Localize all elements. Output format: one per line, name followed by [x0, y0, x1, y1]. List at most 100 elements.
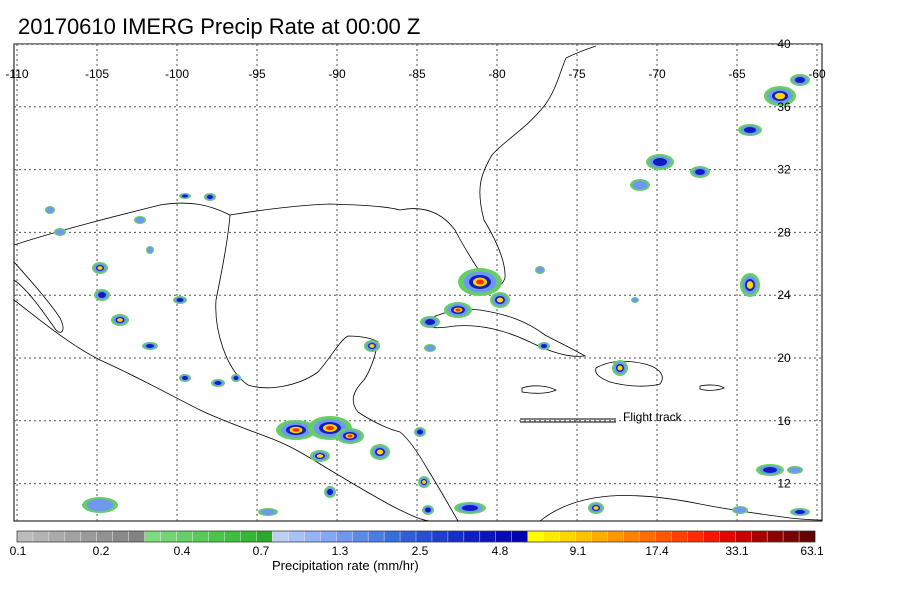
precip-contour — [746, 281, 754, 289]
precip-contour — [376, 449, 384, 455]
colorbar-swatch — [431, 530, 449, 543]
colorbar-swatch — [96, 530, 114, 543]
colorbar-tick-label: 0.4 — [173, 544, 191, 558]
colorbar-swatch — [463, 530, 481, 543]
colorbar-tick-label: 63.1 — [800, 544, 824, 558]
precip-contour — [789, 467, 801, 473]
colorbar-swatch — [798, 530, 816, 543]
precip-cell — [535, 266, 545, 274]
precip-contour — [316, 454, 324, 458]
colorbar-swatch — [192, 530, 210, 543]
precip-contour — [326, 425, 334, 431]
longitude-label: -70 — [648, 67, 666, 81]
precip-cell — [179, 374, 191, 382]
precip-cell — [444, 302, 472, 318]
colorbar-swatch — [288, 530, 305, 543]
colorbar-swatch — [112, 530, 130, 543]
precip-contour — [744, 127, 756, 133]
longitude-labels: -110 -105 -100 -95 -90 -85 -80 -75 -70 -65 -60 — [5, 67, 826, 81]
precip-cell — [258, 508, 278, 516]
colorbar-swatch — [735, 530, 752, 543]
precip-cell — [732, 506, 748, 514]
colorbar-label: Precipitation rate (mm/hr) — [272, 558, 419, 573]
precip-cell — [490, 292, 510, 308]
precip-cell — [336, 428, 364, 444]
longitude-label: -65 — [728, 67, 746, 81]
precip-cell — [173, 296, 187, 304]
precip-contour — [327, 489, 333, 495]
precip-contour — [117, 318, 123, 322]
latitude-label: 24 — [777, 288, 791, 302]
precip-contour — [425, 319, 435, 325]
longitude-label: -110 — [5, 67, 28, 81]
colorbar-swatch — [415, 530, 433, 543]
precip-contour — [98, 292, 106, 298]
precip-cell — [630, 179, 650, 191]
colorbar-swatch — [256, 530, 273, 543]
colorbar-swatch — [208, 530, 225, 543]
colorbar-tick-label: 9.1 — [569, 544, 587, 558]
precip-cell — [364, 340, 380, 352]
precip-cell — [588, 502, 604, 514]
colorbar-swatch — [607, 530, 624, 543]
colorbar-swatch — [16, 530, 34, 543]
colorbar-swatch — [240, 530, 257, 543]
precip-contour — [795, 77, 805, 83]
precip-contour — [422, 480, 426, 484]
colorbar-tick-label: 0.1 — [9, 544, 27, 558]
colorbar-swatch — [128, 530, 146, 543]
latitude-label: 28 — [777, 225, 791, 239]
precip-cell — [45, 206, 55, 214]
precip-cell — [790, 508, 810, 516]
flight-track — [520, 418, 616, 423]
colorbar-swatch — [591, 530, 609, 543]
precip-contour — [541, 344, 547, 348]
precip-contour — [774, 92, 786, 100]
precip-cell — [612, 360, 628, 376]
map-frame — [13, 43, 823, 522]
precip-cell — [424, 344, 436, 352]
precip-contour — [695, 169, 705, 175]
colorbar-swatch — [144, 530, 162, 543]
longitude-label: -90 — [328, 67, 346, 81]
precip-contour — [135, 217, 145, 223]
precip-cell — [787, 466, 803, 474]
precip-cell — [324, 486, 336, 498]
precip-contour — [455, 308, 461, 312]
longitude-label: -60 — [808, 67, 826, 81]
precip-cell — [146, 246, 154, 254]
longitude-label: -100 — [165, 67, 189, 81]
colorbar-swatch — [671, 530, 688, 543]
precip-contour — [97, 266, 103, 270]
precip-contour — [734, 507, 746, 513]
precip-contour — [763, 467, 777, 473]
longitude-label: -80 — [488, 67, 506, 81]
precip-cell — [142, 342, 158, 350]
colorbar-tick-label: 0.2 — [92, 544, 110, 558]
latitude-label: 16 — [777, 414, 791, 428]
precip-cell — [134, 216, 146, 224]
colorbar-swatch — [527, 530, 545, 543]
colorbar-swatch — [336, 530, 353, 543]
precip-contour — [146, 344, 154, 348]
precip-cell — [631, 297, 639, 303]
precip-contour — [182, 376, 188, 380]
precip-cell — [422, 505, 434, 515]
precip-contour — [425, 345, 435, 351]
colorbar-swatch — [543, 530, 561, 543]
precip-contour — [176, 298, 184, 302]
colorbar-swatch — [304, 530, 321, 543]
precip-contour — [617, 365, 623, 371]
colorbar-swatch — [766, 530, 784, 543]
colorbar-swatch — [575, 530, 593, 543]
precip-cell — [740, 273, 760, 297]
precip-cell — [370, 444, 390, 460]
precip-contour — [593, 506, 599, 510]
latitude-label: 20 — [777, 351, 791, 365]
precip-cell — [418, 476, 430, 488]
precip-cell — [82, 497, 118, 513]
precip-cell — [764, 86, 796, 106]
precip-cell — [231, 374, 241, 382]
precip-contour — [369, 344, 375, 348]
